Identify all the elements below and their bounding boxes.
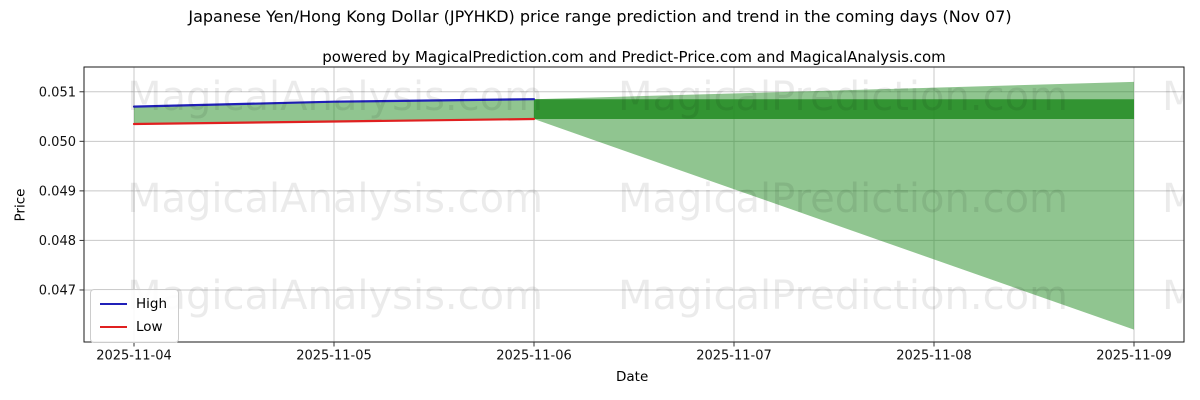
watermark-text: MagicalAnalysis.com	[127, 74, 543, 120]
watermark-text: MagicalAnalysis.com	[1162, 176, 1200, 222]
chart-subtitle: powered by MagicalPrediction.com and Pre…	[322, 48, 946, 66]
watermark-text: MagicalAnalysis.com	[1162, 74, 1200, 120]
watermark-text: MagicalAnalysis.com	[1162, 273, 1200, 319]
y-tick-label: 0.050	[39, 135, 76, 150]
high-line-swatch	[100, 303, 127, 305]
x-tick-label: 2025-11-06	[496, 349, 572, 364]
legend-item-high: High	[100, 296, 167, 312]
y-tick-label: 0.049	[39, 184, 76, 199]
chart-title: Japanese Yen/Hong Kong Dollar (JPYHKD) p…	[188, 7, 1012, 26]
watermark-text: MagicalPrediction.com	[618, 176, 1068, 222]
legend: High Low	[90, 289, 180, 343]
watermark-text: MagicalAnalysis.com	[127, 273, 543, 319]
prediction-core-band	[534, 99, 1134, 120]
plot-frame	[83, 66, 1185, 343]
y-tick-label: 0.048	[39, 234, 76, 249]
plot-content: MagicalAnalysis.com MagicalPrediction.com…	[127, 74, 1200, 330]
y-tick-label: 0.051	[39, 85, 76, 100]
historical-range-band	[134, 99, 534, 124]
x-tick-label: 2025-11-09	[1096, 349, 1172, 364]
prediction-fan-band	[534, 81, 1134, 330]
high-line	[132, 98, 536, 108]
watermark-text: MagicalPrediction.com	[618, 273, 1068, 319]
legend-label-low: Low	[136, 319, 163, 335]
y-tick-label: 0.047	[39, 283, 76, 298]
watermark-text: MagicalPrediction.com	[618, 74, 1068, 120]
x-axis-label: Date	[616, 369, 649, 385]
legend-label-high: High	[136, 296, 168, 312]
x-tick-label: 2025-11-08	[896, 349, 972, 364]
low-line-swatch	[100, 326, 127, 328]
x-tick-label: 2025-11-05	[296, 349, 372, 364]
watermark-text: MagicalAnalysis.com	[127, 176, 543, 222]
legend-item-low: Low	[100, 319, 167, 335]
low-line	[132, 117, 536, 126]
x-tick-label: 2025-11-07	[696, 349, 772, 364]
x-tick-label: 2025-11-04	[96, 349, 172, 364]
y-axis-label: Price	[12, 188, 29, 222]
